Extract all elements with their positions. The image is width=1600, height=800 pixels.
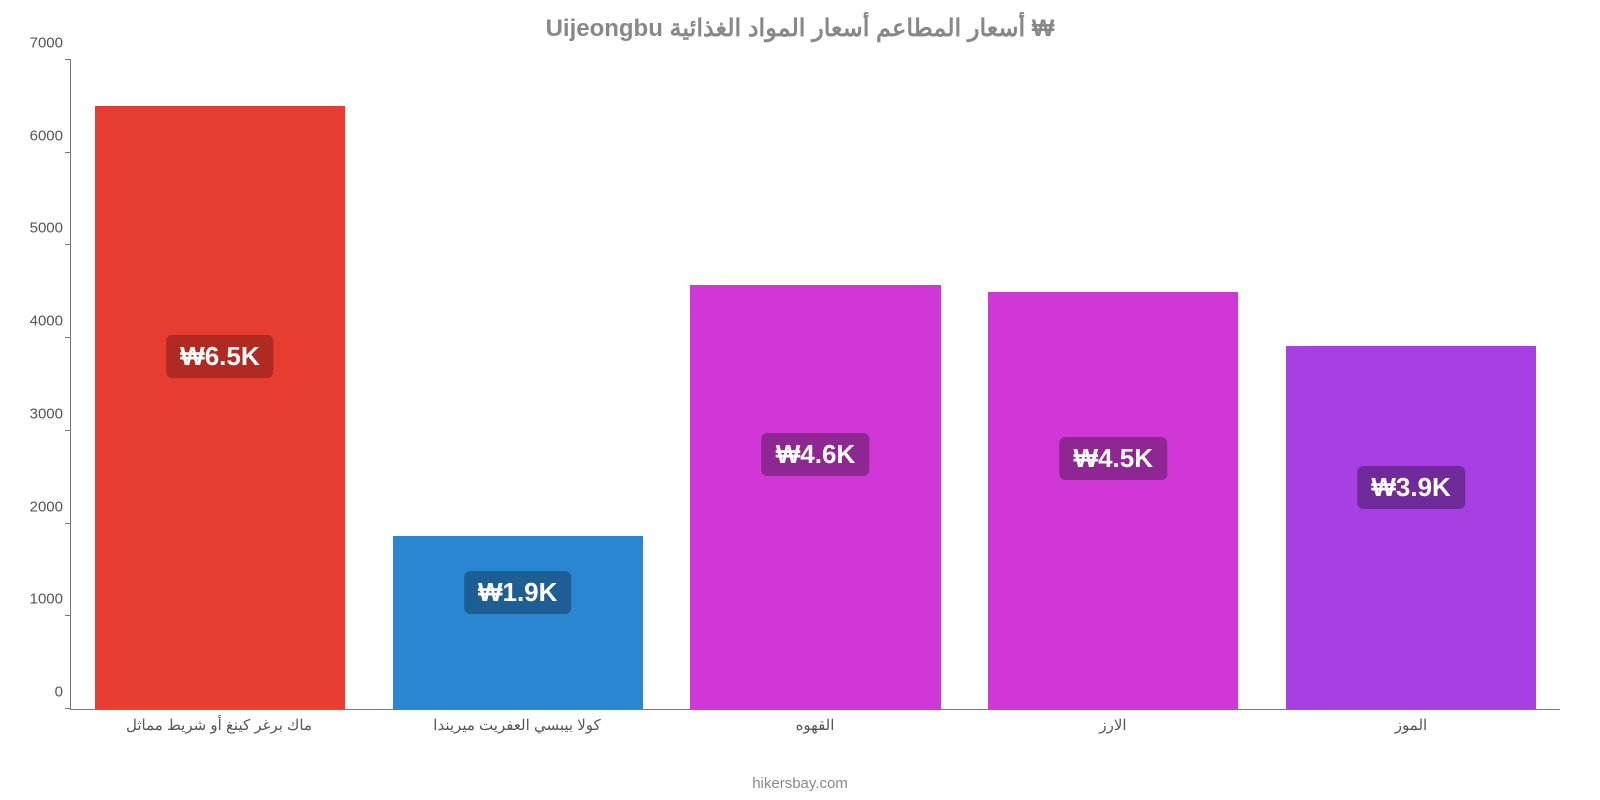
plot-area: ₩6.5K₩1.9K₩4.6K₩4.5K₩3.9K 01000200030004… [70,60,1560,710]
x-tick-label: القهوه [666,710,964,740]
bar-slot: ₩4.6K [667,60,965,709]
bar-value-badge: ₩6.5K [166,335,273,378]
bar [690,285,940,709]
bar-value-badge: ₩1.9K [464,571,571,614]
bar-slot: ₩1.9K [369,60,667,709]
bar-value-badge: ₩4.6K [762,433,869,476]
x-axis: ماك برغر كينغ أو شريط مماثلكولا بيبسي ال… [70,710,1560,740]
y-tick-label: 1000 [30,591,63,608]
bar-value-badge: ₩3.9K [1357,466,1464,509]
bar [95,106,345,709]
x-tick-label: الموز [1262,710,1560,740]
bar [1286,346,1536,709]
x-tick-label: الارز [964,710,1262,740]
chart-area: ₩6.5K₩1.9K₩4.6K₩4.5K₩3.9K 01000200030004… [70,60,1560,740]
y-tick-label: 4000 [30,313,63,330]
y-tick-label: 3000 [30,405,63,422]
bars-container: ₩6.5K ₩1.9K ₩4.6K ₩4.5K ₩3.9K [71,60,1560,709]
y-tick-label: 2000 [30,498,63,515]
bar-value-badge: ₩4.5K [1060,437,1167,480]
bar [393,536,643,709]
y-tick-label: 7000 [30,35,63,52]
y-tick-label: 5000 [30,220,63,237]
y-tick-label: 6000 [30,127,63,144]
x-tick-label: ماك برغر كينغ أو شريط مماثل [70,710,368,740]
chart-title: ₩ أسعار المطاعم أسعار المواد الغذائية Ui… [0,0,1600,43]
bar [988,292,1238,709]
bar-slot: ₩6.5K [71,60,369,709]
y-tick-label: 0 [55,684,63,701]
x-tick-label: كولا بيبسي العفريت ميريندا [368,710,666,740]
bar-slot: ₩3.9K [1262,60,1560,709]
chart-footer: hikersbay.com [0,775,1600,792]
bar-slot: ₩4.5K [964,60,1262,709]
